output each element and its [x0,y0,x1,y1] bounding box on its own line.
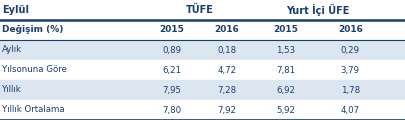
Text: 7,81: 7,81 [276,66,295,75]
Text: Yıllık: Yıllık [2,85,22,95]
Text: Eylül: Eylül [2,5,29,15]
Text: 7,92: 7,92 [217,105,236,114]
Bar [0,60,405,80]
Text: 4,07: 4,07 [341,105,360,114]
Text: Değişim (%): Değişim (%) [2,25,64,34]
Text: 2015: 2015 [160,25,185,34]
Text: 2016: 2016 [214,25,239,34]
Bar [0,40,405,60]
Text: Yıllık Ortalama: Yıllık Ortalama [2,105,65,114]
Text: 7,28: 7,28 [217,85,237,95]
Bar [0,80,405,100]
Text: Yılsonuna Göre: Yılsonuna Göre [2,66,67,75]
Text: 3,79: 3,79 [341,66,360,75]
Text: Aylık: Aylık [2,45,22,54]
Text: 0,89: 0,89 [163,45,181,54]
Text: TÜFE: TÜFE [185,5,213,15]
Text: Yurt İçi ÜFE: Yurt İçi ÜFE [286,4,350,16]
Text: 0,29: 0,29 [341,45,360,54]
Text: 6,21: 6,21 [162,66,182,75]
Text: 7,95: 7,95 [163,85,181,95]
Text: 4,72: 4,72 [217,66,237,75]
Text: 1,78: 1,78 [341,85,360,95]
Text: 5,92: 5,92 [276,105,295,114]
Text: 1,53: 1,53 [276,45,295,54]
Bar [0,100,405,120]
Text: 6,92: 6,92 [276,85,295,95]
Text: 2016: 2016 [338,25,363,34]
Text: 7,80: 7,80 [162,105,182,114]
Text: 0,18: 0,18 [217,45,237,54]
Text: 2015: 2015 [273,25,298,34]
